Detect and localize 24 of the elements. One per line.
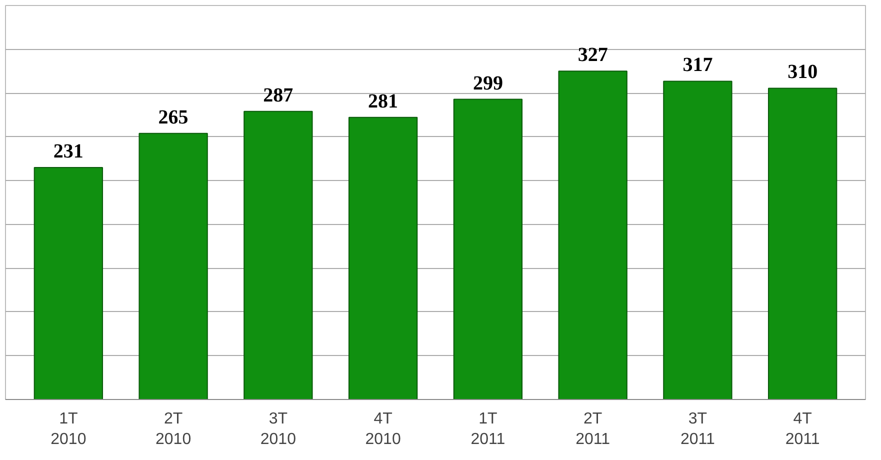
x-tick-label: 4T 2010 — [365, 410, 401, 448]
x-tick-label: 3T 2010 — [260, 410, 296, 448]
x-tick-label: 2T 2011 — [576, 410, 610, 448]
x-tick-label: 3T 2011 — [680, 410, 715, 448]
bar — [558, 70, 628, 400]
x-tick-label: 4T 2011 — [785, 410, 820, 448]
bar — [348, 116, 418, 400]
data-label: 317 — [682, 54, 713, 76]
bar — [768, 88, 838, 400]
data-label: 287 — [263, 84, 294, 106]
data-label: 265 — [158, 106, 188, 128]
x-tick-label: 2T 2010 — [156, 410, 192, 448]
data-label: 281 — [368, 90, 398, 112]
x-tick-label: 1T 2011 — [470, 410, 506, 448]
bar — [244, 110, 313, 400]
data-label: 327 — [578, 44, 608, 66]
x-tick-label: 1T 2010 — [50, 410, 86, 448]
data-label: 231 — [53, 140, 84, 163]
bar — [138, 132, 208, 400]
data-label: 310 — [788, 61, 818, 84]
bar — [663, 80, 732, 400]
data-label: 299 — [472, 72, 503, 94]
bar — [453, 98, 523, 400]
bar — [34, 167, 104, 400]
